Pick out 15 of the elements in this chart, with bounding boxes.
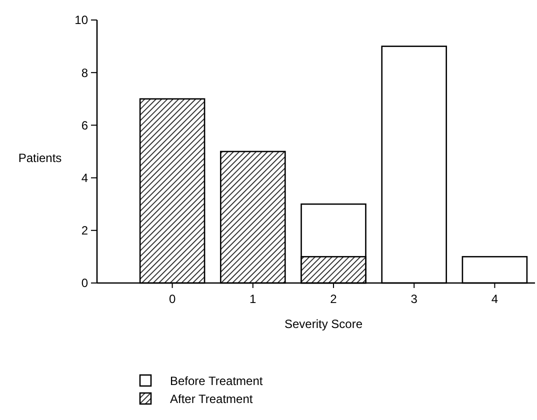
legend-label: Before Treatment <box>170 374 264 388</box>
x-axis-title: Severity Score <box>284 317 363 331</box>
y-tick-label: 4 <box>81 171 88 185</box>
legend-label: After Treatment <box>170 392 254 406</box>
y-axis-title: Patients <box>18 151 62 165</box>
x-tick-label: 1 <box>250 292 257 306</box>
x-tick-label: 3 <box>410 292 418 306</box>
y-tick-label: 2 <box>81 224 88 238</box>
x-tick-label: 4 <box>491 292 498 306</box>
y-tick-label: 8 <box>81 66 88 80</box>
y-tick-label: 6 <box>81 118 88 132</box>
x-tick-label: 2 <box>330 292 338 306</box>
y-tick-label: 10 <box>74 13 88 28</box>
y-tick-label: 0 <box>81 276 88 290</box>
x-tick-label: 0 <box>168 292 176 306</box>
